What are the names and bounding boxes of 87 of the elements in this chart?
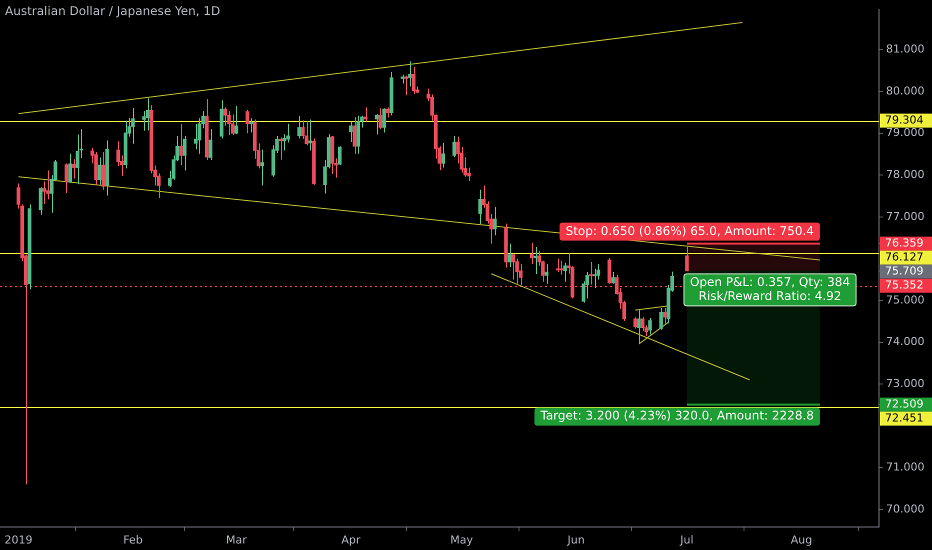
- candlestick: [68, 153, 72, 184]
- x-tick-label: Feb: [123, 533, 143, 546]
- y-tick-label: 79.000: [886, 126, 924, 140]
- candlestick: [246, 109, 250, 134]
- candlestick: [338, 146, 342, 166]
- candlestick: [301, 120, 305, 140]
- x-tick-label: Apr: [341, 533, 361, 546]
- annotation: Open P&L: 0.357, Qty: 384 Risk/Reward Ratio: 4.92: [690, 274, 850, 303]
- candlestick: [378, 108, 382, 130]
- chart-title: Australian Dollar / Japanese Yen, 1D: [5, 4, 220, 18]
- candlestick: [452, 135, 456, 158]
- candlestick: [685, 246, 689, 272]
- candlestick: [208, 128, 212, 161]
- candlestick: [662, 308, 667, 324]
- y-tick-label: 80.000: [886, 84, 924, 98]
- candlestick: [42, 180, 46, 204]
- y-tick-label: 71.000: [886, 460, 924, 474]
- candlestick: [182, 135, 186, 172]
- ref-line-label: 79.304: [885, 113, 924, 126]
- candlestick: [556, 258, 560, 273]
- candlestick: [611, 272, 615, 284]
- candlestick: [72, 158, 76, 179]
- candlestick: [116, 140, 120, 166]
- candlestick: [364, 106, 368, 122]
- candlestick: [508, 243, 512, 268]
- candlestick: [223, 106, 228, 126]
- x-tick-label: Mar: [226, 533, 248, 546]
- candlestick: [352, 116, 356, 154]
- candlestick: [608, 257, 612, 284]
- candlestick: [441, 142, 446, 168]
- candlestick: [374, 114, 379, 136]
- candlestick: [408, 60, 412, 87]
- candlestick: [534, 246, 538, 275]
- candlestick: [592, 268, 596, 288]
- candlestick: [234, 106, 238, 135]
- y-tick-label: 70.000: [886, 502, 924, 516]
- candlestick: [412, 66, 416, 95]
- x-tick-label: May: [450, 533, 474, 546]
- candlestick: [98, 157, 102, 186]
- y-tick-label: 81.000: [886, 42, 924, 56]
- candlestick: [260, 149, 264, 186]
- ref-line-label: 75.352: [885, 278, 924, 292]
- candlestick: [637, 310, 641, 344]
- y-tick-label: 73.000: [886, 376, 924, 390]
- candlestick: [131, 107, 135, 144]
- candlestick: [146, 98, 150, 131]
- candlestick: [648, 318, 652, 335]
- candlestick: [102, 152, 106, 190]
- candlestick: [633, 316, 638, 329]
- candlestick: [179, 124, 183, 166]
- x-tick-label: Aug: [790, 533, 812, 546]
- candlestick: [142, 110, 146, 132]
- y-tick-label: 72.509: [885, 397, 924, 410]
- x-tick-label: Jul: [679, 533, 694, 546]
- candlestick: [512, 253, 516, 280]
- candlestick: [297, 116, 301, 139]
- y-tick-label: 77.000: [886, 210, 924, 223]
- candlestick: [560, 260, 564, 276]
- candlestick: [659, 308, 663, 330]
- x-tick-label: 2019: [4, 533, 32, 546]
- candlestick: [563, 262, 567, 282]
- candlestick: [589, 262, 593, 286]
- annotation: Target: 3.200 (4.23%) 320.0, Amount: 2228.8: [539, 408, 814, 423]
- candlestick: [478, 189, 482, 224]
- candlestick: [544, 264, 548, 284]
- y-tick-label: 75.709: [885, 264, 924, 278]
- y-tick-label: 75.000: [886, 293, 924, 306]
- candlestick: [64, 162, 68, 194]
- candlestick: [382, 108, 386, 133]
- candlestick: [585, 272, 590, 299]
- candlestick: [38, 186, 42, 216]
- candlestick: [304, 120, 308, 146]
- candlestick: [386, 106, 390, 118]
- annotation: Stop: 0.650 (0.86%) 65.0, Amount: 750.4: [566, 224, 814, 238]
- candlestick: [46, 170, 50, 200]
- ref-line-label: 72.451: [885, 411, 924, 424]
- candlestick: [349, 121, 353, 143]
- y-tick-label: 74.000: [886, 335, 924, 348]
- candlestick: [493, 206, 497, 236]
- candlestick: [227, 110, 231, 136]
- y-tick-label: 78.000: [886, 168, 924, 181]
- ref-line-label: 76.127: [885, 250, 924, 264]
- candlestick: [230, 114, 235, 136]
- x-tick-label: Jun: [566, 533, 585, 546]
- candlestick: [282, 134, 286, 151]
- y-tick-label: 76.359: [885, 236, 924, 250]
- candlestick: [249, 118, 253, 133]
